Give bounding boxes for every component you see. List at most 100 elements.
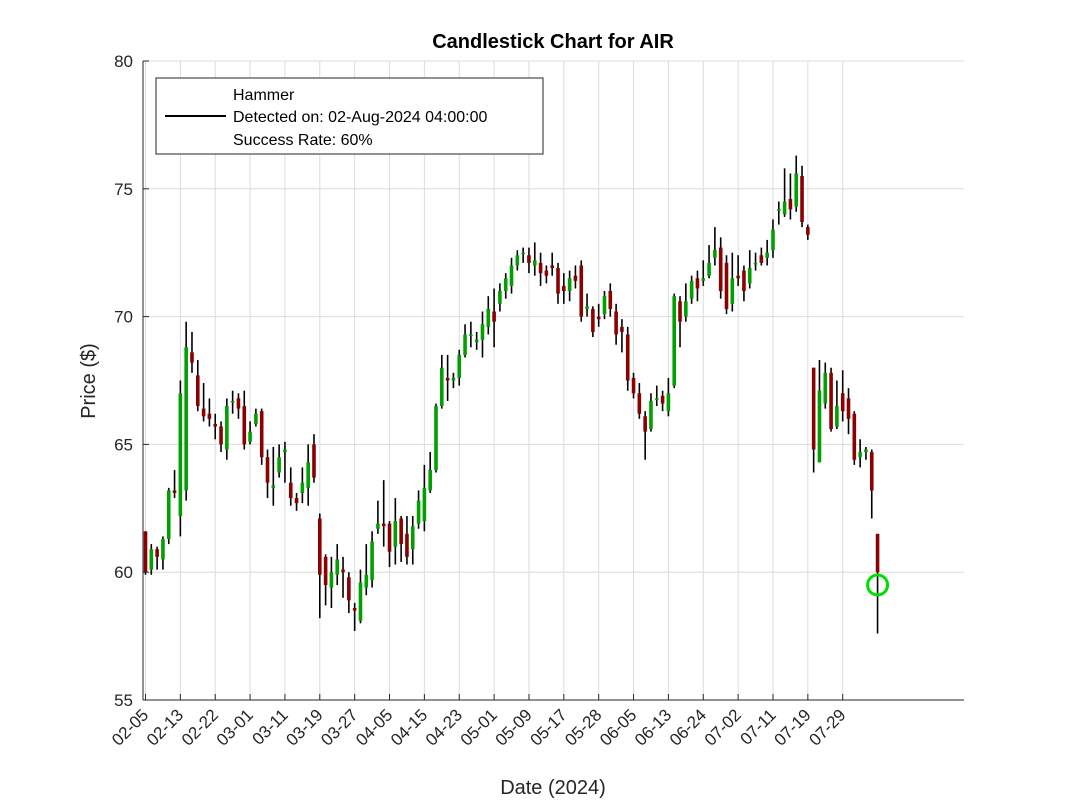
- candle-19: [254, 408, 258, 427]
- candle-body-11: [207, 413, 212, 419]
- candle-89: [660, 390, 665, 412]
- candle-0: [143, 531, 148, 575]
- candle-96: [701, 260, 706, 286]
- y-axis-title: Price ($): [78, 343, 100, 419]
- candle-body-45: [405, 533, 409, 557]
- candle-body-97: [707, 262, 711, 276]
- candle-body-27: [300, 482, 305, 493]
- legend: Hammer Detected on: 02-Aug-2024 04:00:00…: [155, 77, 544, 155]
- candle-body-36: [352, 607, 357, 611]
- candle-49: [428, 452, 432, 493]
- candle-8: [190, 331, 194, 373]
- candle-107: [765, 239, 769, 266]
- candle-body-110: [782, 201, 787, 215]
- candle-44: [399, 515, 403, 562]
- candle-body-18: [248, 431, 252, 442]
- candle-body-43: [393, 521, 398, 547]
- candle-body-31: [323, 556, 328, 585]
- candle-body-100: [724, 262, 729, 309]
- candle-body-37: [358, 582, 363, 621]
- candle-body-26: [294, 498, 299, 504]
- candle-body-124: [864, 449, 868, 453]
- candle-body-106: [759, 255, 764, 263]
- candle-1: [149, 544, 154, 575]
- legend-line-2: Detected on: 02-Aug-2024 04:00:00: [233, 109, 488, 126]
- candle-body-64: [515, 255, 520, 266]
- candle-18: [248, 421, 252, 445]
- candle-body-1: [149, 549, 154, 570]
- candle-body-111: [788, 199, 793, 210]
- candle-29: [312, 434, 316, 483]
- candle-body-9: [195, 375, 200, 407]
- candle-39: [370, 531, 374, 588]
- candle-75: [579, 260, 584, 322]
- candle-17: [242, 390, 247, 450]
- candle-65: [521, 247, 525, 263]
- candle-101: [730, 252, 735, 312]
- candle-body-60: [492, 311, 496, 322]
- candle-48: [422, 464, 427, 532]
- candle-body-48: [422, 487, 427, 522]
- candle-body-78: [596, 316, 601, 320]
- candle-73: [567, 270, 572, 302]
- x-tick-label-5: 03-19: [282, 705, 326, 749]
- candle-59: [486, 296, 491, 335]
- x-tick-label-2: 02-22: [178, 705, 222, 749]
- candle-76: [585, 293, 589, 317]
- candle-92: [678, 296, 682, 348]
- candle-body-44: [399, 518, 403, 545]
- candle-45: [405, 515, 409, 565]
- candle-body-49: [428, 469, 432, 491]
- y-tick-label-5: 80: [114, 52, 133, 71]
- candle-69: [544, 265, 549, 284]
- candle-body-73: [567, 278, 572, 292]
- candle-body-115: [811, 367, 816, 450]
- candle-body-15: [230, 400, 235, 403]
- candle-body-120: [840, 393, 845, 412]
- candle-86: [643, 411, 647, 460]
- candle-body-32: [329, 572, 334, 588]
- candle-91: [672, 293, 677, 389]
- candle-11: [207, 398, 212, 427]
- candle-body-34: [341, 569, 345, 573]
- candle-body-83: [625, 334, 630, 381]
- legend-line-1: Hammer: [233, 87, 295, 104]
- candle-31: [323, 554, 328, 606]
- candle-47: [416, 490, 421, 529]
- candle-26: [294, 492, 299, 511]
- candle-35: [347, 572, 351, 614]
- candle-body-24: [283, 449, 287, 453]
- candles: [143, 155, 880, 634]
- x-tick-label-11: 05-09: [492, 705, 536, 749]
- candle-body-96: [701, 278, 706, 281]
- candle-body-113: [800, 176, 804, 223]
- candle-body-109: [776, 209, 781, 211]
- candle-52: [445, 354, 450, 401]
- candle-36: [352, 602, 357, 631]
- candle-body-99: [718, 247, 723, 292]
- candle-body-88: [654, 398, 659, 400]
- candle-body-119: [835, 406, 839, 427]
- grid: [143, 60, 964, 701]
- candle-114: [806, 224, 810, 240]
- candle-body-35: [347, 577, 351, 601]
- candle-16: [236, 393, 241, 419]
- candle-122: [852, 411, 857, 465]
- candle-body-76: [585, 306, 589, 309]
- candle-42: [387, 521, 392, 568]
- candle-30: [318, 513, 322, 619]
- candle-6: [178, 380, 183, 537]
- candle-103: [742, 265, 746, 302]
- candle-body-17: [242, 406, 247, 445]
- candle-81: [614, 303, 618, 345]
- candle-88: [654, 385, 659, 407]
- candle-body-74: [573, 275, 578, 281]
- candle-37: [358, 569, 363, 624]
- candle-62: [503, 273, 508, 299]
- candle-body-62: [503, 278, 508, 292]
- candle-121: [846, 388, 851, 435]
- x-tick-label-8: 04-15: [387, 705, 431, 749]
- candle-body-72: [562, 285, 566, 292]
- candle-body-28: [306, 462, 310, 488]
- candle-27: [300, 467, 305, 504]
